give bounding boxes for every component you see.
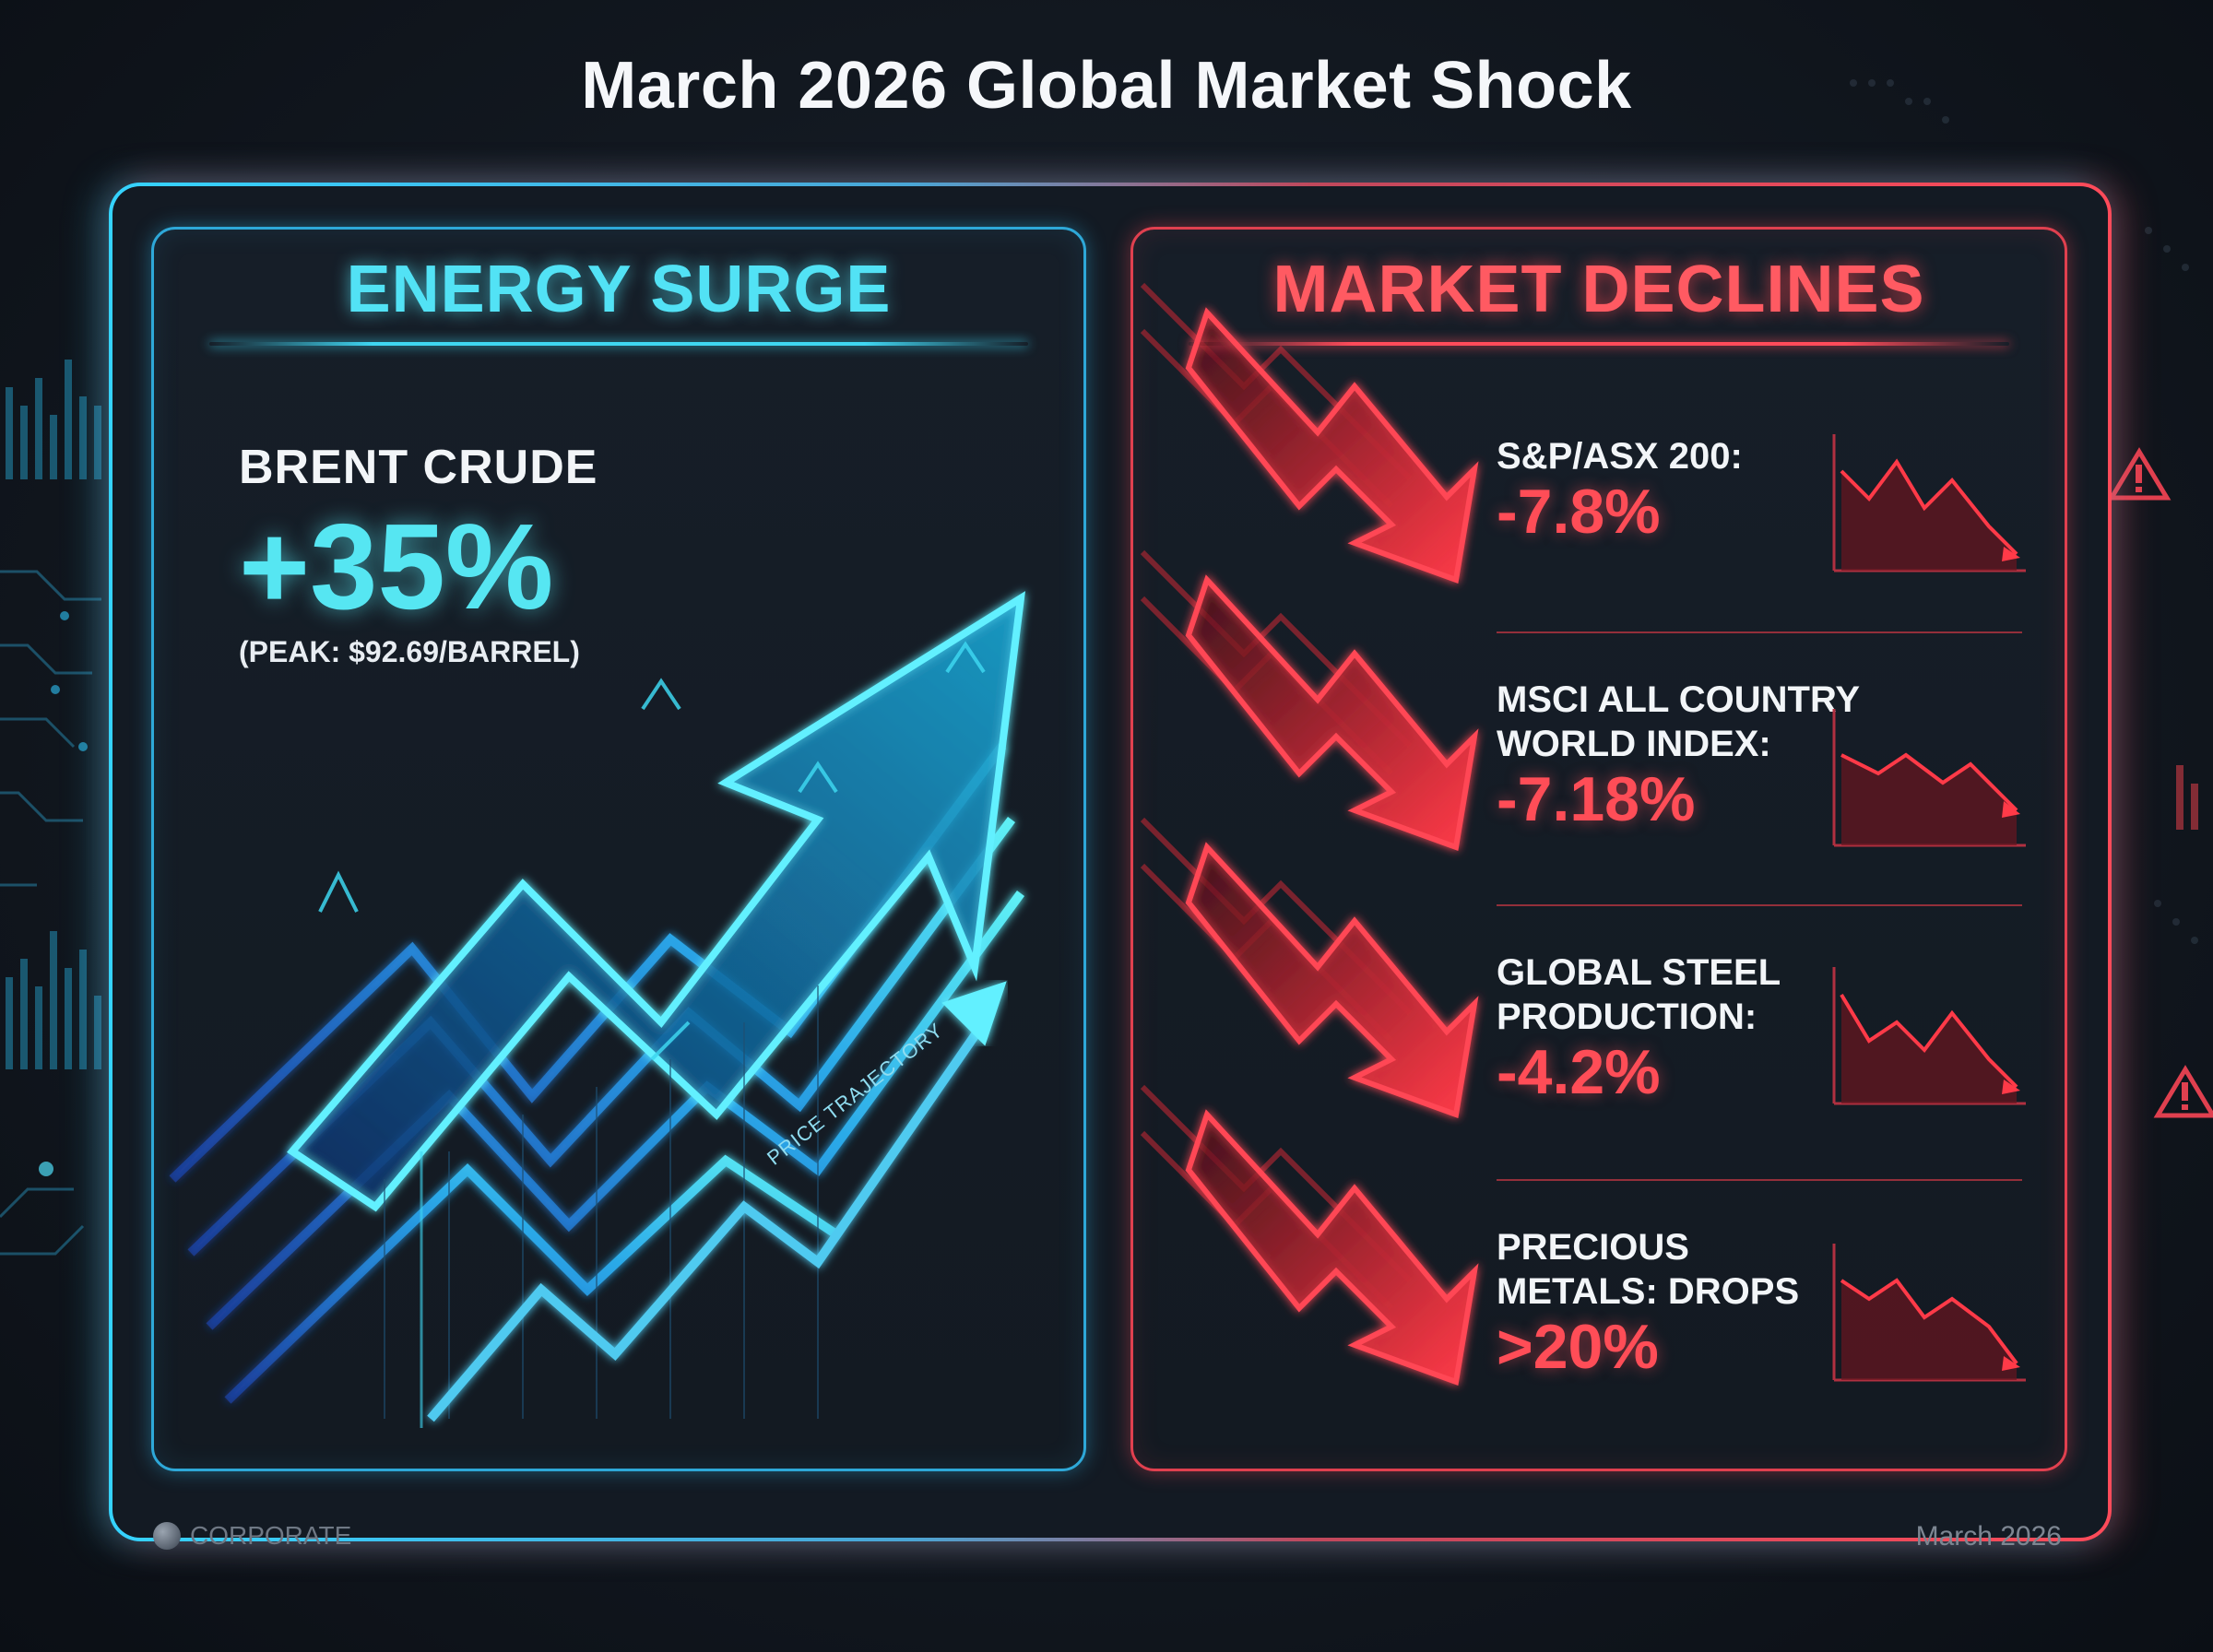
mini-decline-chart (1832, 709, 2026, 847)
metric-global-steel: GLOBAL STEEL PRODUCTION: -4.2% (1497, 950, 1893, 1105)
market-declines-panel: MARKET DECLINES S&P/ASX 200: -7.8% MSCI … (1130, 227, 2067, 1471)
mini-decline-chart (1832, 967, 2026, 1105)
heading-underline (1189, 342, 2009, 346)
metric-value: -7.18% (1497, 764, 1696, 834)
metric-label: METALS: DROPS (1497, 1271, 1800, 1312)
footer-brand: CORPORATE (153, 1521, 351, 1551)
metric-divider (1497, 904, 2022, 906)
metric-precious-metals: PRECIOUS METALS: DROPS >20% (1497, 1225, 1893, 1380)
metric-label: MSCI ALL COUNTRY (1497, 679, 1861, 720)
metric-label: PRODUCTION: (1497, 997, 1757, 1037)
trend-up-arrow-icon (941, 981, 1007, 1046)
brent-crude-value: +35% (239, 499, 554, 634)
energy-surge-heading: ENERGY SURGE (346, 253, 892, 326)
energy-surge-panel: ENERGY SURGE BRENT CRUDE +35% (PEAK: $92… (151, 227, 1086, 1471)
metric-value: -7.8% (1497, 477, 1661, 547)
corporate-logo-icon (153, 1522, 181, 1550)
mini-decline-chart (1832, 434, 2026, 572)
metric-label: PRECIOUS (1497, 1227, 1689, 1268)
metric-label: WORLD INDEX: (1497, 724, 1771, 764)
market-declines-heading: MARKET DECLINES (1272, 253, 1925, 326)
warning-icon (2107, 447, 2172, 501)
metric-msci-acwi: MSCI ALL COUNTRY WORLD INDEX: -7.18% (1497, 678, 1893, 832)
trend-down-arrow-icon (1140, 282, 1479, 584)
metric-label: GLOBAL STEEL (1497, 952, 1781, 993)
metric-divider (1497, 631, 2022, 633)
main-title: March 2026 Global Market Shock (581, 49, 1632, 123)
brent-crude-peak-note: (PEAK: $92.69/BARREL) (239, 635, 580, 668)
mini-decline-chart (1832, 1244, 2026, 1382)
brent-crude-label: BRENT CRUDE (239, 441, 598, 494)
footer-date: March 2026 (1915, 1521, 2062, 1552)
metric-label: S&P/ASX 200: (1497, 436, 1743, 477)
metric-sp-asx-200: S&P/ASX 200: -7.8% (1497, 434, 1893, 545)
energy-arrow-artwork (169, 591, 1026, 1430)
decline-arrows-artwork (1133, 282, 1479, 1469)
heading-underline (209, 342, 1028, 346)
metric-divider (1497, 1179, 2022, 1181)
metric-value: -4.2% (1497, 1037, 1661, 1107)
footer-brand-text: CORPORATE (190, 1521, 352, 1550)
metric-value: >20% (1497, 1312, 1659, 1382)
